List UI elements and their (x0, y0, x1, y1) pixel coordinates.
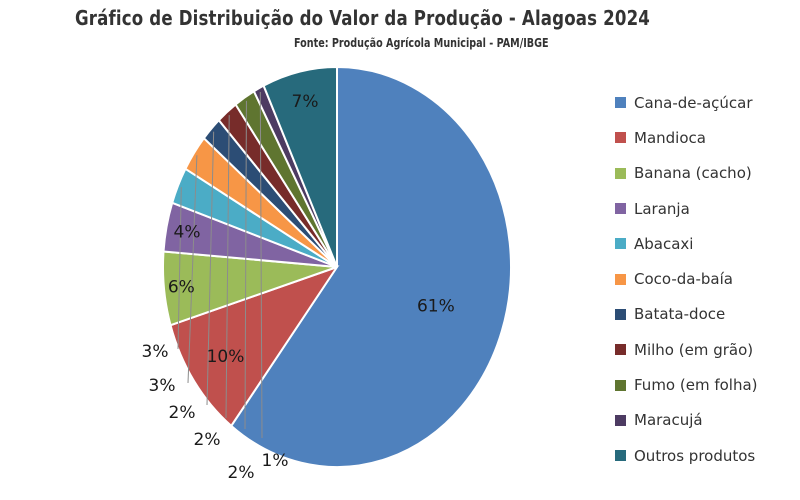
slice-label-abacaxi: 3% (142, 342, 169, 362)
leader-line-maracuja (259, 91, 263, 439)
slice-label-outros-produtos: 7% (292, 92, 319, 112)
pie-slice-cana-de-acucar (229, 65, 512, 468)
legend-label: Coco-da-baía (634, 270, 733, 289)
pie-slice-mandioca (169, 265, 340, 428)
legend-label: Abacaxi (634, 234, 694, 253)
legend-item-abacaxi: Abacaxi (615, 226, 758, 261)
legend-item-cana-de-acucar: Cana-de-açúcar (615, 85, 758, 120)
leader-line-fumo-em-folha (244, 100, 247, 430)
slice-label-fumo-em-folha: 2% (228, 463, 255, 483)
legend-swatch (615, 308, 626, 320)
slice-label-batata-doce: 2% (169, 403, 196, 423)
leader-line-milho-em-grao (225, 115, 230, 419)
slice-label-banana-cacho: 6% (168, 278, 195, 298)
legend-item-maracuja: Maracujá (615, 403, 758, 438)
legend-label: Banana (cacho) (634, 164, 752, 183)
legend-label: Maracujá (634, 411, 703, 430)
legend-item-batata-doce: Batata-doce (615, 297, 758, 332)
leader-line-batata-doce (206, 131, 215, 406)
legend-swatch (615, 273, 626, 285)
legend-label: Cana-de-açúcar (634, 93, 753, 112)
slice-label-maracuja: 1% (262, 451, 289, 471)
chart-subtitle: Fonte: Produção Agrícola Municipal - PAM… (294, 36, 549, 50)
legend: Cana-de-açúcar Mandioca Banana (cacho) Lara… (615, 85, 758, 473)
legend-swatch (615, 344, 626, 356)
legend-swatch (615, 167, 626, 179)
legend-item-outros-produtos: Outros produtos (615, 438, 758, 473)
legend-swatch (615, 414, 626, 426)
legend-swatch (615, 132, 626, 144)
legend-label: Outros produtos (634, 446, 756, 465)
legend-item-fumo-em-folha: Fumo (em folha) (615, 367, 758, 402)
legend-label: Laranja (634, 199, 690, 218)
pie-slice-outros-produtos (262, 65, 338, 268)
legend-swatch (615, 97, 626, 109)
slice-label-milho-em-grao: 2% (194, 430, 221, 450)
legend-label: Fumo (em folha) (634, 376, 758, 395)
legend-swatch (615, 238, 626, 250)
legend-item-coco-da-baia: Coco-da-baía (615, 261, 758, 296)
leader-line-coco-da-baia (187, 155, 198, 384)
legend-swatch (615, 203, 626, 215)
slice-label-coco-da-baia: 3% (149, 376, 176, 396)
legend-label: Batata-doce (634, 305, 726, 324)
chart-title: Gráfico de Distribuição do Valor da Prod… (75, 6, 651, 30)
leader-line-abacaxi (177, 187, 182, 350)
legend-swatch (615, 379, 626, 391)
slice-label-cana-de-acucar: 61% (417, 296, 455, 316)
legend-item-banana-cacho: Banana (cacho) (615, 156, 758, 191)
legend-label: Mandioca (634, 128, 706, 147)
legend-item-milho-em-grao: Milho (em grão) (615, 332, 758, 367)
legend-label: Milho (em grão) (634, 340, 754, 359)
slice-label-laranja: 4% (174, 223, 201, 243)
legend-swatch (615, 450, 626, 462)
legend-item-laranja: Laranja (615, 191, 758, 226)
slice-label-mandioca: 10% (207, 347, 245, 367)
legend-item-mandioca: Mandioca (615, 120, 758, 155)
